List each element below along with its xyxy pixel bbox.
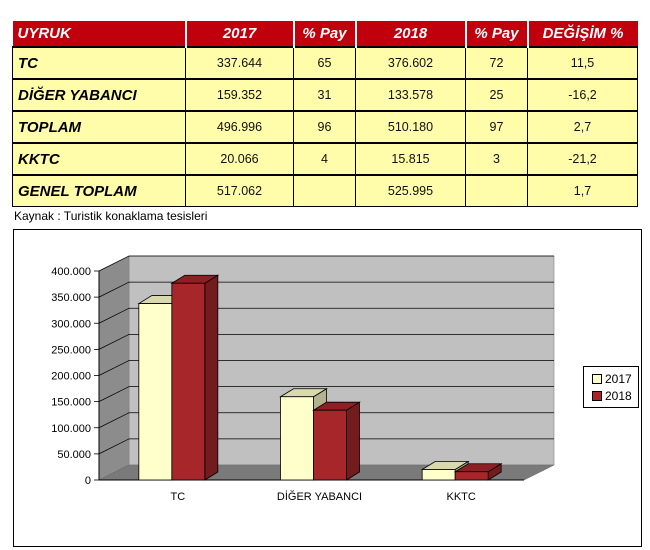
y-tick-label: 400.000	[51, 266, 91, 278]
cell-pay-2017	[293, 174, 356, 207]
cell-pay-2018	[465, 174, 528, 207]
y-tick-label: 0	[85, 475, 91, 487]
source-note: Kaynak : Turistik konaklama tesisleri	[14, 209, 208, 223]
y-tick-label: 350.000	[51, 292, 91, 304]
row-label: KKTC	[12, 142, 186, 176]
cell-pay-2018: 72	[465, 46, 528, 80]
legend-item-2018: 2018	[592, 389, 632, 403]
gridline-side	[98, 307, 130, 324]
y-tick-label: 50.000	[57, 449, 91, 461]
legend-item-2017: 2017	[592, 372, 632, 386]
row-label: GENEL TOPLAM	[12, 174, 186, 207]
table-row: KKTC 20.066 4 15.815 3 -21,2	[12, 142, 638, 176]
y-tick-label: 200.000	[51, 371, 91, 383]
gridline-side	[98, 334, 130, 350]
header-2018: 2018	[355, 21, 467, 47]
y-tick-label: 250.000	[51, 344, 91, 356]
header-pay-2017: % Pay	[293, 21, 357, 47]
gridline-side	[98, 360, 130, 376]
bar-2018-0	[171, 282, 206, 481]
row-label: TC	[12, 46, 186, 80]
cell-pay-2018: 3	[465, 142, 528, 176]
header-degisim: DEĞİŞİM %	[527, 21, 638, 47]
cell-degisim: -21,2	[527, 142, 638, 176]
stats-table: UYRUK 2017 % Pay 2018 % Pay DEĞİŞİM % TC…	[12, 21, 638, 207]
bar-2017-2	[421, 469, 456, 481]
cell-degisim: 1,7	[527, 174, 638, 207]
cell-pay-2017: 65	[293, 46, 356, 80]
cell-pay-2017: 96	[293, 110, 356, 144]
y-tick-label: 100.000	[51, 423, 91, 435]
cell-2017: 337.644	[185, 46, 294, 80]
y-tick-label: 150.000	[51, 397, 91, 409]
gridline-side	[98, 412, 130, 429]
chart-legend: 2017 2018	[583, 366, 639, 408]
legend-label-2017: 2017	[605, 372, 632, 386]
table-row: TOPLAM 496.996 96 510.180 97 2,7	[12, 110, 638, 144]
row-label: TOPLAM	[12, 110, 186, 144]
bar-2017-1	[280, 396, 314, 481]
cell-2018: 510.180	[355, 110, 466, 144]
cell-2018: 376.602	[355, 46, 466, 80]
legend-label-2018: 2018	[605, 389, 632, 403]
table-row: GENEL TOPLAM 517.062 525.995 1,7	[12, 174, 638, 207]
cell-degisim: 2,7	[527, 110, 638, 144]
header-2017: 2017	[185, 21, 295, 47]
table-row: DİĞER YABANCI 159.352 31 133.578 25 -16,…	[12, 78, 638, 112]
x-tick-label: KKTC	[446, 491, 475, 503]
table-header-row: UYRUK 2017 % Pay 2018 % Pay DEĞİŞİM %	[12, 21, 638, 47]
cell-degisim: 11,5	[527, 46, 638, 80]
cell-2017: 20.066	[185, 142, 294, 176]
cell-2018: 15.815	[355, 142, 466, 176]
y-tick-label: 300.000	[51, 318, 91, 330]
gridline-side	[98, 255, 130, 272]
cell-2018: 133.578	[355, 78, 466, 112]
cell-pay-2018: 25	[465, 78, 528, 112]
cell-2017: 159.352	[185, 78, 294, 112]
gridline-side	[98, 438, 130, 455]
cell-2018: 525.995	[355, 174, 466, 207]
x-tick-label: DİĞER YABANCI	[277, 490, 362, 503]
gridline-side	[98, 281, 130, 298]
cell-degisim: -16,2	[527, 78, 638, 112]
cell-2017: 496.996	[185, 110, 294, 144]
gridline-side	[98, 386, 130, 402]
table-row: TC 337.644 65 376.602 72 11,5	[12, 46, 638, 80]
bar-chart: 0 50.000 100.000 150.000 200.000 250.000 300.0…	[51, 255, 555, 503]
x-tick-label: TC	[170, 491, 185, 503]
bar-2017-0	[138, 303, 173, 481]
cell-pay-2017: 4	[293, 142, 356, 176]
header-uyruk: UYRUK	[12, 21, 187, 47]
bar-2018-2	[454, 471, 489, 481]
chart-frame: 0 50.000 100.000 150.000 200.000 250.000 300.0…	[13, 229, 642, 547]
cell-pay-2017: 31	[293, 78, 356, 112]
cell-2017: 517.062	[185, 174, 294, 207]
legend-swatch-2017	[592, 374, 602, 384]
bar-2018-1	[313, 409, 347, 481]
row-label: DİĞER YABANCI	[12, 78, 186, 112]
bar-side	[204, 274, 219, 481]
legend-swatch-2018	[592, 391, 602, 401]
header-pay-2018: % Pay	[465, 21, 529, 47]
cell-pay-2018: 97	[465, 110, 528, 144]
bar-side	[346, 401, 360, 481]
